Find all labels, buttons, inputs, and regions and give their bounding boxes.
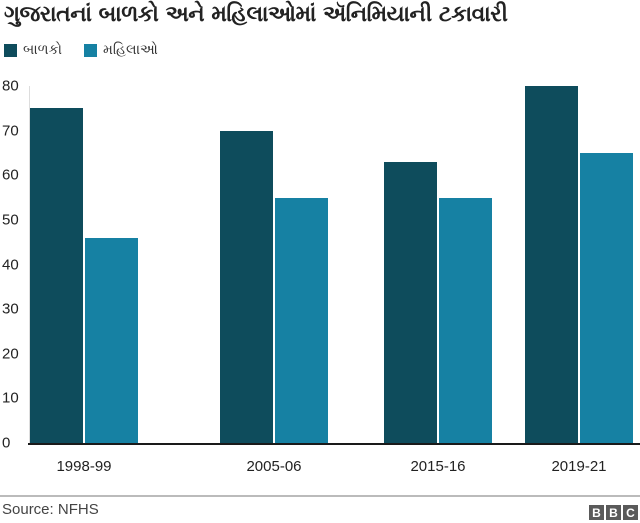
y-tick-label: 40: [2, 256, 19, 273]
legend-label-children: બાળકો: [23, 42, 62, 58]
y-axis-line: [29, 86, 30, 443]
legend-swatch-children: [4, 43, 17, 57]
x-tick-label: 2019-21: [551, 458, 607, 475]
bar-children-2019-21: [525, 86, 578, 443]
legend-item-women: મહિલાઓ: [83, 42, 158, 58]
bbc-logo-letter: C: [623, 505, 638, 520]
bar-women-2015-16: [439, 197, 492, 443]
x-tick-label: 2005-06: [246, 458, 302, 475]
bar-children-2005-06: [220, 130, 273, 443]
bar-women-1998-99: [85, 237, 138, 443]
bbc-logo-letter: B: [589, 505, 604, 520]
y-tick-label: 70: [2, 122, 19, 140]
x-axis-line: [28, 443, 640, 445]
bar-children-1998-99: [30, 108, 83, 443]
legend: બાળકો મહિલાઓ: [4, 42, 158, 58]
bbc-logo-letter: B: [606, 505, 621, 520]
chart-title: ગુજરાતનાં બાળકો અને મહિલાઓમાં ઍનિમિયાની …: [4, 2, 508, 27]
y-tick-label: 10: [2, 389, 19, 407]
y-tick-label: 60: [2, 166, 19, 184]
bar-women-2005-06: [275, 197, 328, 443]
x-tick-label: 2015-16: [410, 458, 466, 475]
bbc-logo: B B C: [589, 505, 638, 520]
bar-children-2015-16: [384, 161, 437, 443]
y-tick-label: 30: [2, 300, 19, 318]
y-tick-label: 50: [2, 211, 19, 229]
y-tick-label: 20: [2, 345, 19, 363]
legend-item-children: બાળકો: [4, 42, 62, 58]
footer-divider: [0, 495, 640, 497]
y-tick-label: 80: [2, 77, 19, 95]
plot-area: 0 10 20 30 40 50 60 70 80 1998-99 2005-06 2015-16 20…: [0, 70, 640, 475]
source-note: Source: NFHS: [2, 501, 99, 518]
legend-label-women: મહિલાઓ: [102, 42, 158, 58]
x-tick-label: 1998-99: [56, 458, 112, 475]
y-tick-label: 0: [2, 434, 11, 452]
bar-women-2019-21: [580, 152, 633, 443]
legend-swatch-women: [83, 43, 97, 57]
